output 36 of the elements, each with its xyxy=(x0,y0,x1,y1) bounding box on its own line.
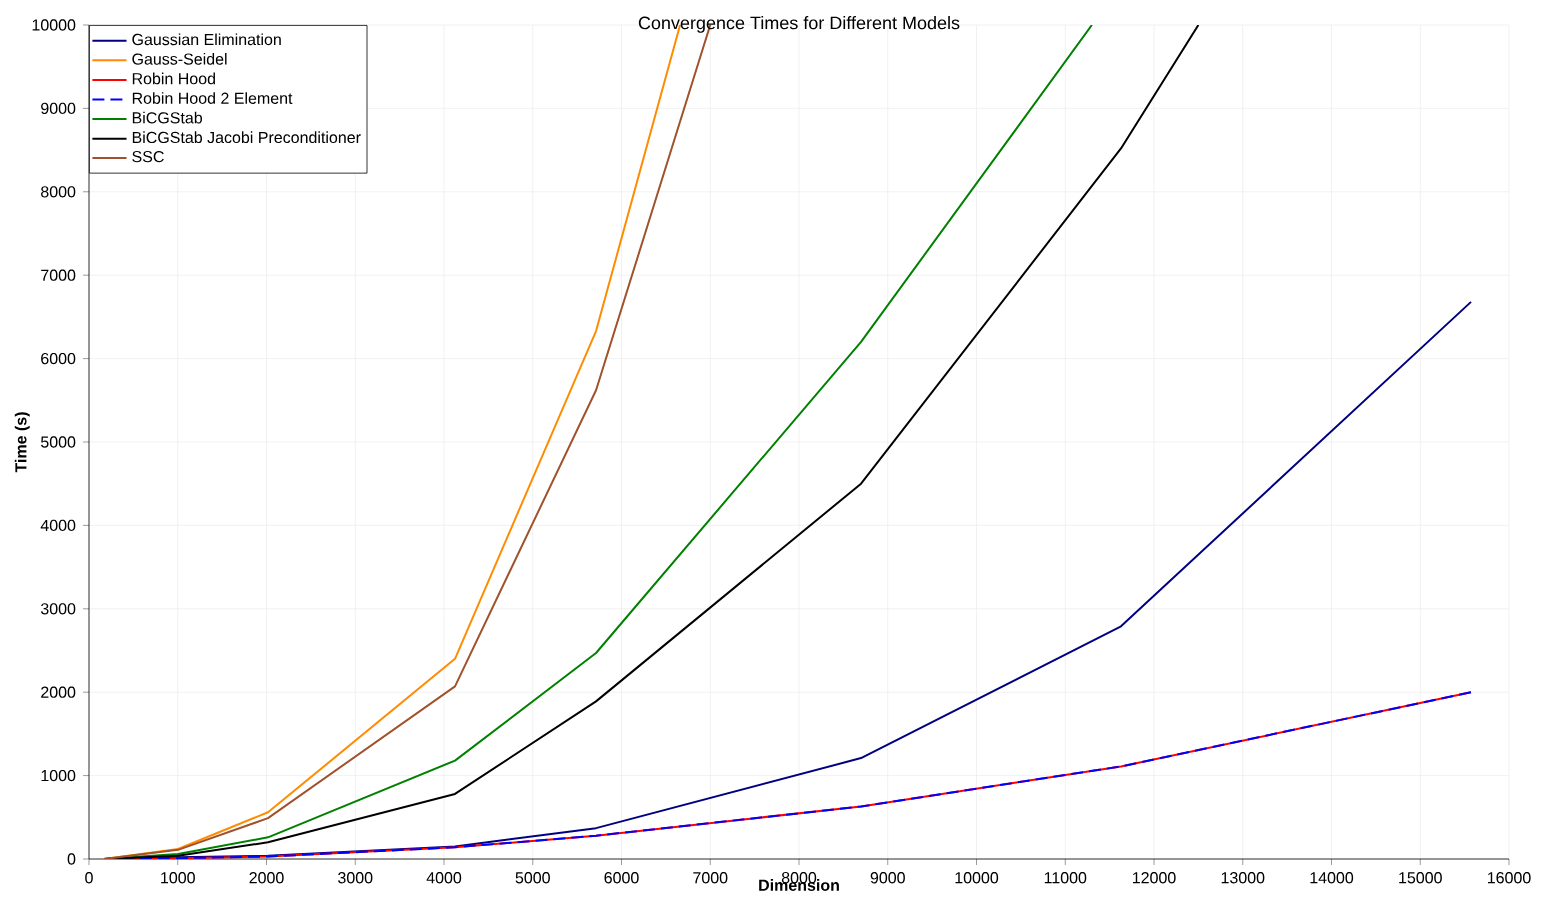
x-tick-label: 3000 xyxy=(338,872,373,884)
x-tick-label: 11000 xyxy=(1044,872,1087,884)
y-tick-label: 2000 xyxy=(41,686,76,698)
legend-label: Gauss-Seidel xyxy=(132,52,227,65)
x-tick-label: 9000 xyxy=(870,872,905,884)
legend-label: SSC xyxy=(132,150,164,163)
legend-label: Robin Hood 2 Element xyxy=(132,92,293,104)
x-tick-label: 16000 xyxy=(1487,872,1531,884)
y-tick-label: 5000 xyxy=(40,436,76,448)
x-tick-label: 5000 xyxy=(515,872,550,884)
x-tick-label: 12000 xyxy=(1132,872,1176,884)
y-tick-label: 1000 xyxy=(41,769,76,782)
x-tick-label: 10000 xyxy=(955,872,999,884)
x-tick-label: 15000 xyxy=(1399,872,1442,884)
x-tick-label: 0 xyxy=(85,872,93,884)
y-tick-label: 9000 xyxy=(41,102,76,115)
x-tick-label: 1000 xyxy=(161,872,195,884)
y-tick-label: 7000 xyxy=(41,269,76,281)
y-tick-label: 8000 xyxy=(41,186,76,198)
chart-title: Convergence Times for Different Models xyxy=(638,16,960,33)
legend-label: Gaussian Elimination xyxy=(132,33,281,46)
y-tick-label: 3000 xyxy=(40,603,76,615)
x-tick-label: 14000 xyxy=(1310,872,1354,884)
legend-label: BiCGStab xyxy=(132,111,202,124)
legend-label: BiCGStab Jacobi Preconditioner xyxy=(132,131,361,144)
y-axis-title: Time (s) xyxy=(14,412,30,473)
y-tick-label: 6000 xyxy=(41,352,76,365)
legend-label: Robin Hood xyxy=(132,72,215,85)
y-tick-label: 0 xyxy=(67,853,76,865)
x-tick-label: 4000 xyxy=(426,872,462,884)
x-tick-label: 6000 xyxy=(604,872,639,884)
y-tick-label: 4000 xyxy=(40,519,76,532)
y-tick-label: 10000 xyxy=(32,19,76,31)
x-tick-label: 2000 xyxy=(249,872,284,884)
x-tick-label: 13000 xyxy=(1221,872,1265,884)
x-tick-label: 7000 xyxy=(693,872,728,884)
